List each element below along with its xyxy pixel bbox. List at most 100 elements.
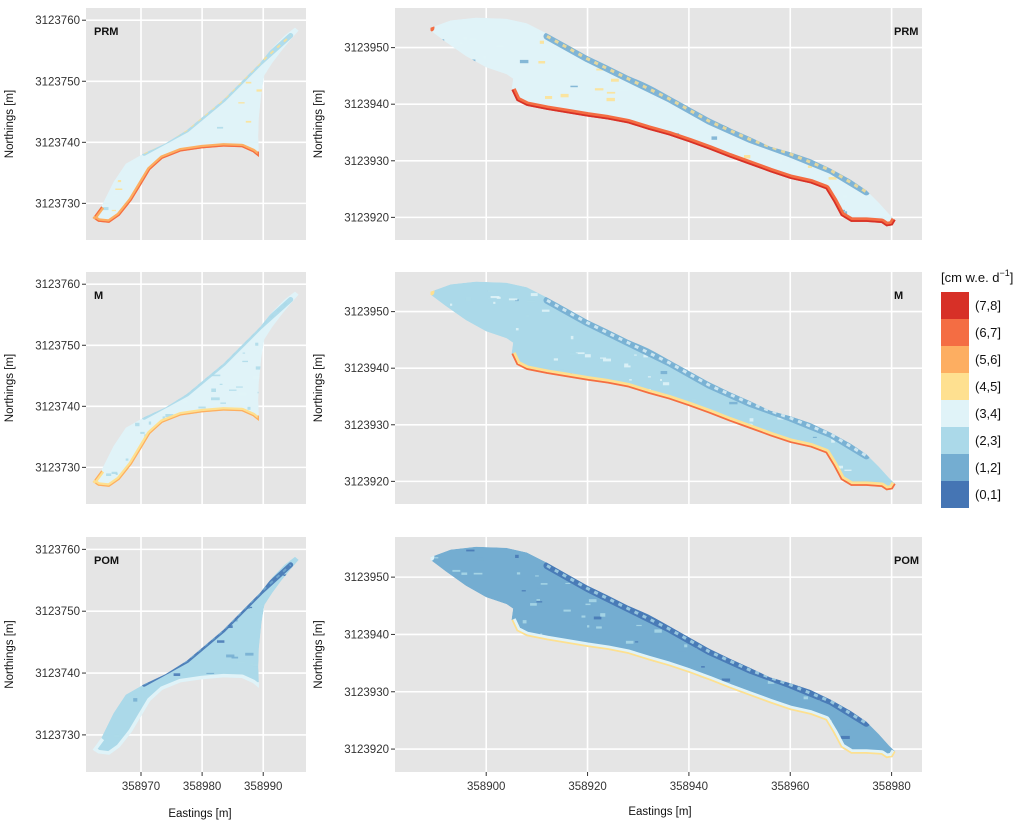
raster-patch (624, 363, 629, 366)
raster-patch (844, 469, 852, 471)
raster-patch (487, 290, 497, 293)
raster-patch (629, 379, 632, 381)
raster-patch (563, 609, 571, 612)
raster-patch (570, 335, 574, 340)
raster-patch (585, 603, 591, 606)
raster-patch (250, 663, 254, 666)
raster-patch (536, 599, 540, 601)
raster-patch (625, 640, 634, 644)
x-tick-label: 358990 (244, 781, 282, 793)
raster-patch (135, 422, 140, 427)
y-tick-label: 3123920 (344, 744, 389, 756)
x-axis-label-right: Eastings [m] (628, 806, 691, 818)
raster-patch (559, 369, 564, 373)
y-tick-label: 3123930 (344, 420, 389, 432)
raster-patch (487, 297, 491, 300)
y-tick-label: 3123740 (35, 668, 80, 680)
raster-patch (112, 194, 119, 196)
legend-swatch (941, 373, 969, 400)
raster-patch (535, 575, 539, 577)
raster-patch (692, 398, 696, 402)
raster-patch (777, 159, 783, 163)
raster-patch (466, 549, 475, 552)
raster-patch (807, 165, 812, 168)
legend-swatch (941, 346, 969, 373)
raster-patch (220, 402, 226, 404)
raster-patch (540, 583, 548, 585)
edge-band (509, 353, 896, 491)
raster-patch (624, 365, 631, 368)
raster-patch (803, 696, 808, 700)
raster-patch (181, 143, 184, 145)
raster-patch (242, 360, 248, 363)
y-tick-label: 3123760 (35, 15, 80, 27)
panel-left-pom: POM 3123730 3123740 3123750 3123760 358970 358… (4, 537, 306, 793)
raster-patch (238, 102, 245, 104)
raster-patch (541, 309, 550, 312)
y-tick-label: 3123730 (35, 462, 80, 474)
raster-patch (593, 616, 602, 620)
raster-patch (245, 652, 254, 656)
raster-patch (173, 673, 181, 676)
y-tick-label: 3123750 (35, 340, 80, 352)
raster-patch (245, 120, 252, 123)
edge-band (92, 145, 261, 223)
legend-title-close: ] (1010, 270, 1014, 285)
ridge-texture (546, 298, 868, 458)
raster-patch (219, 383, 223, 385)
raster-patch (603, 358, 611, 362)
raster-patch (553, 577, 557, 580)
raster-patch (729, 401, 738, 405)
legend-swatch (941, 454, 969, 481)
panel-label: POM (894, 555, 919, 567)
legend-label: (4,5] (975, 379, 1001, 394)
raster-patch (697, 669, 705, 674)
raster-patch (465, 297, 472, 301)
raster-patch (596, 68, 604, 71)
y-tick-label: 3123750 (35, 606, 80, 618)
raster-patch (684, 644, 688, 648)
raster-patch (238, 392, 247, 396)
ridge-texture (143, 564, 292, 686)
raster-patch (519, 64, 527, 67)
raster-patch (627, 361, 630, 365)
y-tick-label: 3123740 (35, 137, 80, 149)
legend-title-sup: −1 (1000, 268, 1010, 278)
raster-patch (634, 354, 637, 356)
raster-patch (111, 471, 118, 474)
raster-patch (626, 380, 630, 382)
raster-patch (649, 98, 654, 102)
y-tick-label: 3123940 (344, 629, 389, 641)
y-axis-label: Northings [m] (313, 354, 325, 422)
raster-patch (581, 615, 586, 618)
raster-patch (602, 618, 608, 621)
raster-patch (606, 91, 616, 94)
raster-patch (600, 357, 607, 359)
raster-patch (662, 382, 670, 386)
raster-patch (198, 406, 206, 409)
x-tick-label: 358980 (183, 781, 221, 793)
y-tick-label: 3123760 (35, 544, 80, 556)
raster-patch (211, 374, 221, 377)
y-axis-label: Northings [m] (4, 354, 16, 422)
raster-patch (125, 458, 129, 461)
raster-patch (671, 130, 677, 133)
raster-patch (711, 136, 718, 140)
raster-patch (490, 296, 500, 299)
raster-patch (473, 572, 483, 575)
y-tick-label: 3123950 (344, 572, 389, 584)
edge-band (509, 619, 896, 759)
raster-patch (660, 379, 662, 381)
raster-patch (840, 735, 850, 739)
y-axis-label: Northings [m] (313, 620, 325, 688)
raster-patch (452, 569, 461, 572)
y-tick-label: 3123920 (344, 476, 389, 488)
y-tick-label: 3123950 (344, 43, 389, 55)
raster-patch (253, 664, 258, 667)
y-tick-label: 3123740 (35, 401, 80, 413)
panel-label: M (894, 290, 903, 302)
panel-right-m: M 3123920 3123930 3123940 3123950 Northings [… (313, 272, 922, 504)
legend-label: (5,6] (975, 352, 1001, 367)
x-tick-label: 358980 (872, 781, 910, 793)
raster-patch (140, 431, 145, 434)
